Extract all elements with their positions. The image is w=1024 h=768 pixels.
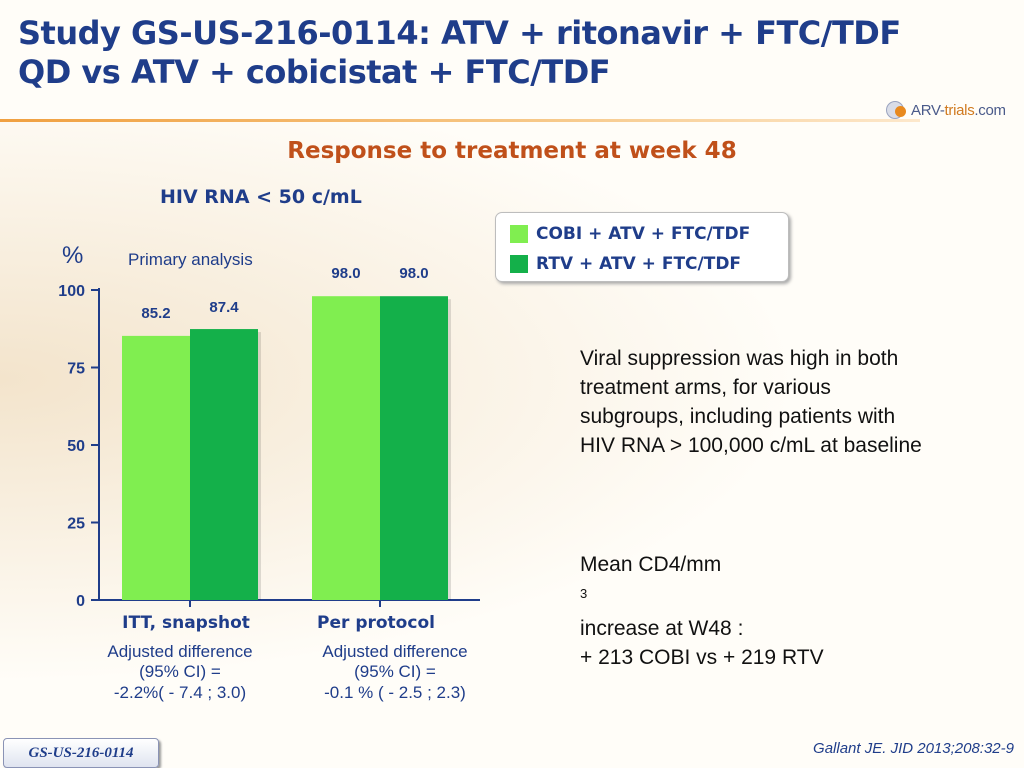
logo-mark-icon <box>886 101 908 119</box>
arv-trials-logo: ARV-trials.com <box>886 97 1006 123</box>
bar <box>190 329 258 600</box>
metric-label: HIV RNA < 50 c/mL <box>160 186 362 208</box>
y-unit-label: % <box>62 242 84 269</box>
data-label: 98.0 <box>331 265 360 282</box>
citation: Gallant JE. JID 2013;208:32-9 <box>813 740 1014 757</box>
slide-title: Study GS-US-216-0114: ATV + ritonavir + … <box>18 14 901 92</box>
legend-swatch-cobi <box>510 225 528 243</box>
y-tick-label: 75 <box>67 361 85 378</box>
adjusted-difference-itt: Adjusted difference (95% CI) = -2.2%( - … <box>107 642 253 702</box>
study-tag: GS-US-216-0114 <box>3 738 159 768</box>
x-category-label: Per protocol <box>317 613 435 633</box>
data-label: 98.0 <box>399 265 428 282</box>
legend-label-rtv: RTV + ATV + FTC/TDF <box>536 254 742 274</box>
data-label: 87.4 <box>209 299 239 316</box>
title-divider <box>0 119 920 122</box>
primary-analysis-label: Primary analysis <box>128 250 253 269</box>
adjusted-difference-pp: Adjusted difference (95% CI) = -0.1 % ( … <box>322 642 468 702</box>
legend-label-cobi: COBI + ATV + FTC/TDF <box>536 224 751 244</box>
y-tick-label: 25 <box>67 516 85 533</box>
legend-swatch-rtv <box>510 255 528 273</box>
data-label: 85.2 <box>141 305 170 322</box>
bar <box>312 296 380 600</box>
legend-item-cobi: COBI + ATV + FTC/TDF <box>510 224 750 244</box>
bar <box>380 296 448 600</box>
y-tick-label: 50 <box>67 438 85 455</box>
chart-legend: COBI + ATV + FTC/TDF RTV + ATV + FTC/TDF <box>495 212 789 282</box>
title-line-2: QD vs ATV + cobicistat + FTC/TDF <box>18 53 611 92</box>
x-category-label: ITT, snapshot <box>122 613 250 633</box>
y-tick-label: 100 <box>58 283 85 300</box>
legend-item-rtv: RTV + ATV + FTC/TDF <box>510 254 741 274</box>
title-line-1: Study GS-US-216-0114: ATV + ritonavir + … <box>18 14 901 52</box>
logo-text: ARV-trials.com <box>911 101 1006 119</box>
bar <box>122 335 190 600</box>
cd4-note: Mean CD4/mm 3 increase at W48 : + 213 COB… <box>580 553 824 669</box>
viral-suppression-note: Viral suppression was high in both treat… <box>580 347 922 457</box>
y-tick-label: 0 <box>76 593 85 610</box>
chart-subtitle: Response to treatment at week 48 <box>287 138 737 164</box>
